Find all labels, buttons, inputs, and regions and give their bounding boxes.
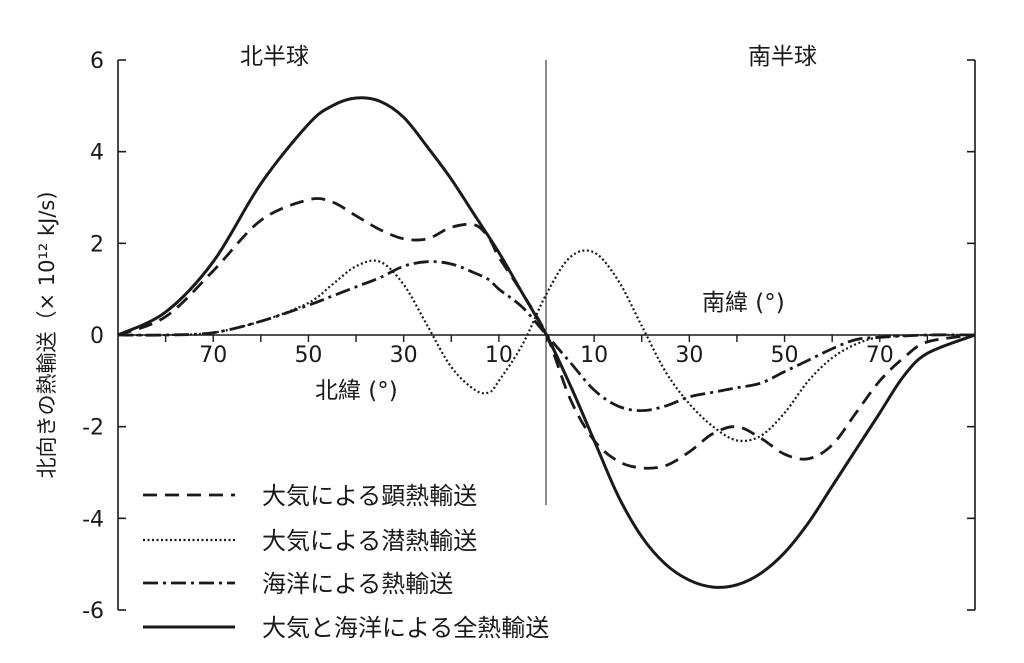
y-tick-label: -6 [82,599,104,624]
y-tick-label: 4 [90,141,104,166]
x-tick-label: 70 [866,343,894,368]
x-tick-label: 30 [675,343,703,368]
series-line-dotted [117,249,976,443]
northern-hemisphere-label: 北半球 [240,44,309,70]
y-tick-label: -2 [82,416,104,441]
x-tick-label: 70 [199,343,227,368]
legend-label: 海洋による熱輸送 [262,570,453,598]
y-tick-label: 6 [90,49,104,74]
y-tick-label: 2 [90,232,104,257]
x-tick-label: 50 [771,343,799,368]
legend-label: 大気による顕熱輸送 [262,482,477,510]
y-axis-label: 北向きの熱輸送（× 10¹² kJ/s) [35,191,59,478]
x-tick-label: 10 [485,343,513,368]
y-tick-label: 0 [90,324,104,349]
legend-label: 大気と海洋による全熱輸送 [262,614,549,642]
series-line-solid [117,96,976,589]
north-latitude-label: 北緯 (°) [315,378,398,404]
x-tick-labels: 70 50 30 10 10 30 50 70 [199,343,894,368]
southern-hemisphere-label: 南半球 [748,44,817,70]
series-lines [117,96,976,589]
series-line-dashed [117,197,976,470]
south-latitude-label: 南緯 (°) [702,290,785,316]
x-tick-label: 30 [390,343,418,368]
series-line-dashdot [117,260,976,413]
y-tick-label: -4 [82,507,104,532]
x-tick-label: 50 [294,343,322,368]
y-tick-labels: 6 4 2 0 -2 -4 -6 [82,49,104,624]
x-tick-label: 10 [580,343,608,368]
legend-label: 大気による潜熱輸送 [262,527,477,555]
